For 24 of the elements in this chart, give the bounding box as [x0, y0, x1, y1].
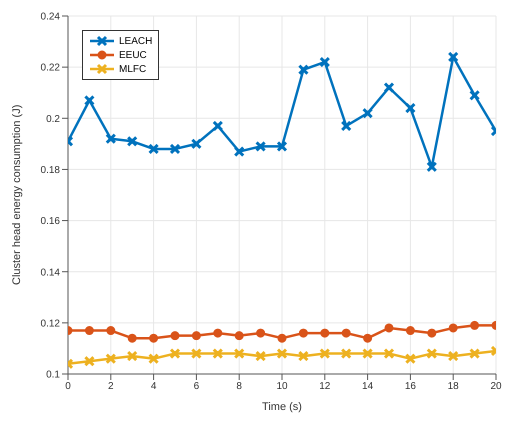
x-tick-label: 0 — [65, 381, 72, 392]
x-axis-title: Time (s) — [262, 401, 302, 413]
y-tick-label: 0.14 — [40, 267, 60, 278]
x-tick-label: 12 — [319, 381, 331, 392]
x-tick-label: 16 — [404, 381, 416, 392]
x-tick-label: 6 — [194, 381, 200, 392]
legend-label: EEUC — [119, 50, 147, 60]
x-tick-label: 4 — [150, 381, 157, 392]
x-tick-label: 18 — [448, 381, 460, 392]
y-tick-label: 0.12 — [40, 318, 60, 330]
y-tick-label: 0.16 — [40, 216, 60, 228]
legend-label: LEACH — [119, 36, 152, 46]
y-tick-label: 0.22 — [40, 62, 60, 74]
y-axis-title: Cluster head energy consumption (J) — [10, 104, 23, 285]
x-tick-label: 10 — [276, 381, 288, 392]
x-tick-label: 20 — [490, 381, 502, 392]
x-tick-label: 14 — [362, 381, 374, 392]
y-tick-label: 0.1 — [46, 370, 60, 381]
y-tick-label: 0.18 — [40, 164, 60, 176]
y-tick-label: 0.24 — [40, 12, 60, 23]
y-tick-label: 0.2 — [46, 114, 60, 125]
legend-label: MLFC — [119, 64, 146, 74]
x-tick-label: 2 — [108, 381, 114, 392]
x-tick-label: 8 — [236, 381, 242, 392]
